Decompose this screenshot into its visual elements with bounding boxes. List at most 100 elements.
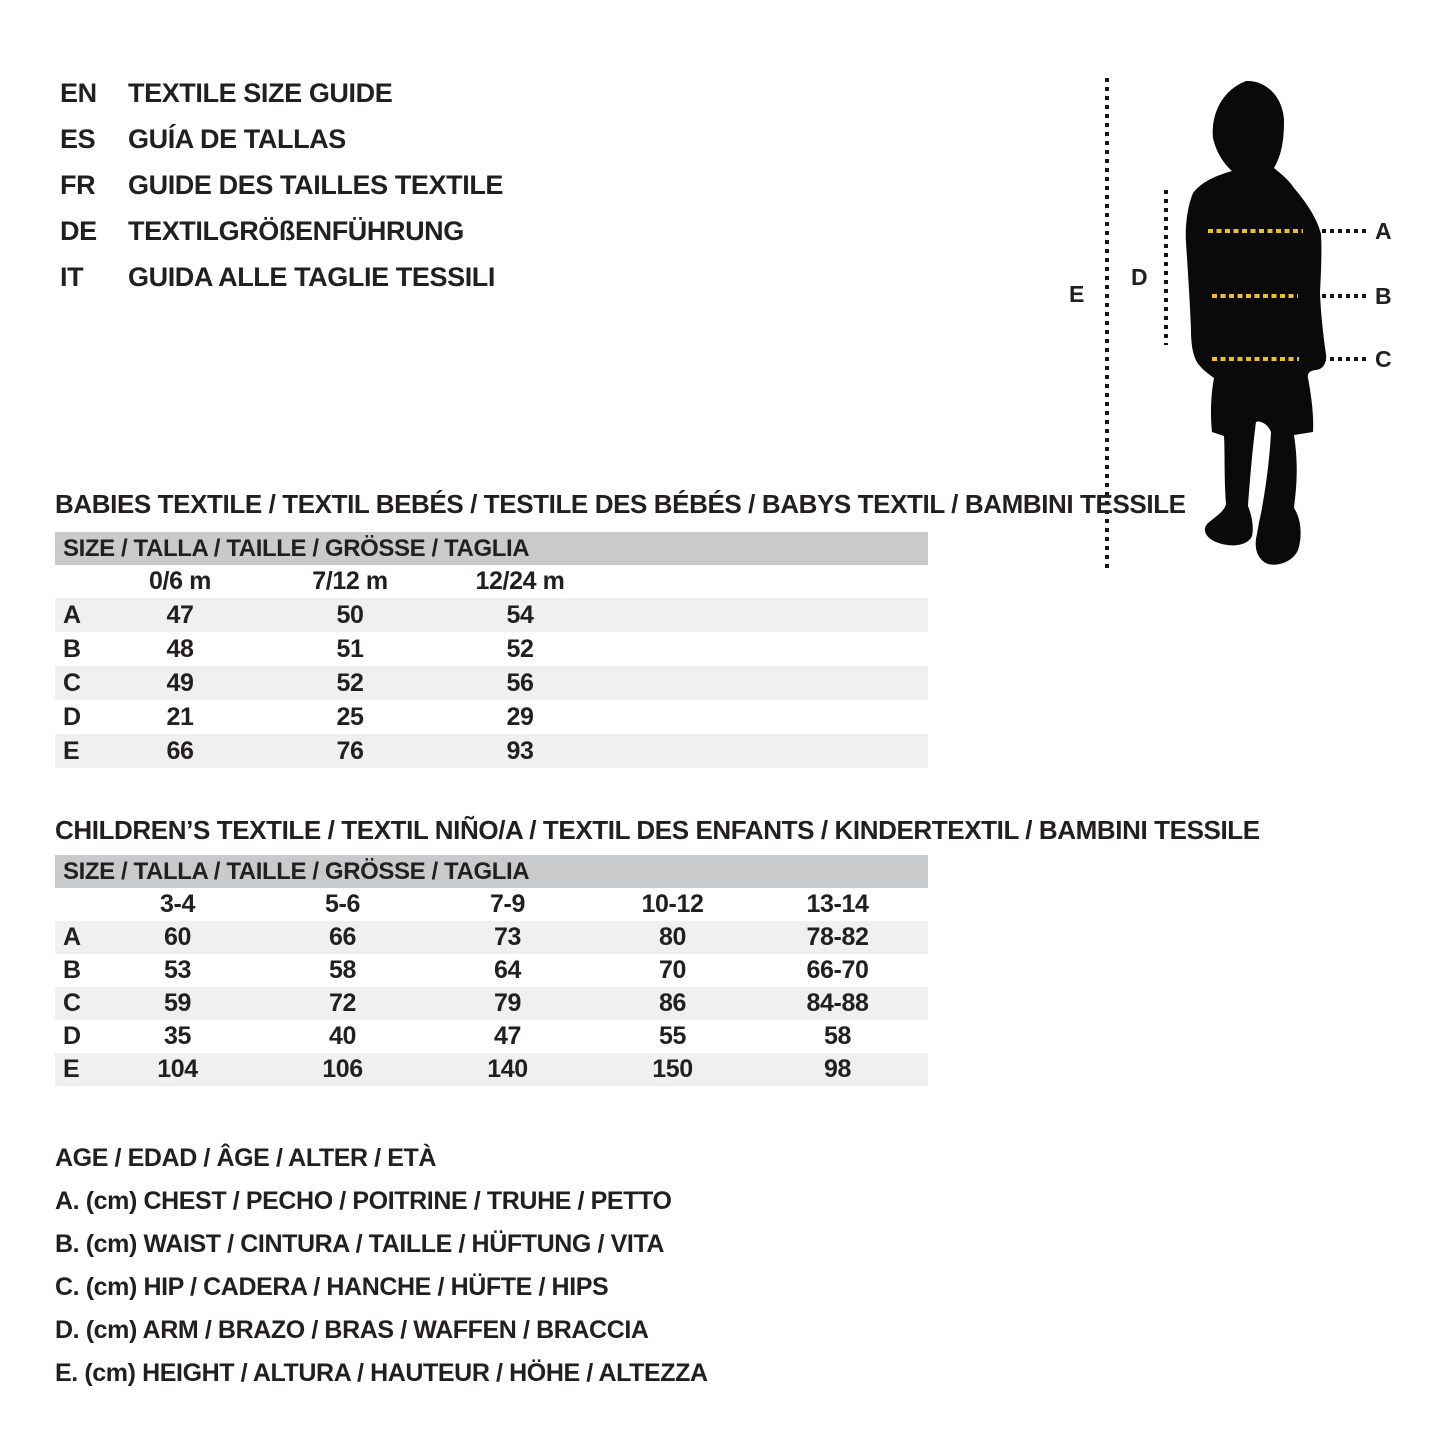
table-cell: 84-88 <box>806 989 869 1017</box>
chest-label: A <box>1375 218 1392 244</box>
table-cell: 40 <box>328 1022 356 1050</box>
column-header: 0/6 m <box>149 567 211 595</box>
table-cell: 60 <box>163 923 191 951</box>
table-cell: 104 <box>157 1055 198 1083</box>
language-row: DE TEXTILGRÖßENFÜHRUNG <box>60 208 503 254</box>
legend-line-age: AGE / EDAD / ÂGE / ALTER / ETÀ <box>55 1144 437 1172</box>
column-header: 12/24 m <box>475 567 565 595</box>
table-cell: 70 <box>658 956 686 984</box>
language-title-block: EN TEXTILE SIZE GUIDE ES GUÍA DE TALLAS … <box>60 70 503 300</box>
legend-line-arm: D. (cm) ARM / BRAZO / BRAS / WAFFEN / BR… <box>55 1316 649 1344</box>
table-row: A 60 66 73 80 78-82 <box>55 921 928 954</box>
table-cell: 140 <box>487 1055 528 1083</box>
language-title: TEXTILE SIZE GUIDE <box>128 78 393 108</box>
row-label: C <box>63 989 81 1017</box>
language-row: FR GUIDE DES TAILLES TEXTILE <box>60 162 503 208</box>
table-cell: 150 <box>652 1055 693 1083</box>
table-cell: 55 <box>658 1022 686 1050</box>
table-cell: 98 <box>823 1055 851 1083</box>
table-cell: 29 <box>506 703 534 731</box>
language-title: GUIDE DES TAILLES TEXTILE <box>128 170 504 200</box>
table-cell: 66 <box>166 737 194 765</box>
column-header: 5-6 <box>325 890 360 918</box>
row-label: A <box>63 923 81 951</box>
chest-pointer-line <box>1290 229 1368 233</box>
table-cell: 66 <box>328 923 356 951</box>
row-label: C <box>63 669 81 697</box>
table-cell: 52 <box>336 669 364 697</box>
table-cell: 56 <box>506 669 534 697</box>
waist-dash-line <box>1212 294 1298 298</box>
language-code: IT <box>60 262 84 292</box>
table-cell: 80 <box>658 923 686 951</box>
column-header: 7/12 m <box>312 567 388 595</box>
table-cell: 51 <box>336 635 364 663</box>
table-row: B 48 51 52 <box>55 632 928 666</box>
table-cell: 79 <box>493 989 521 1017</box>
table-cell: 35 <box>163 1022 191 1050</box>
row-label: D <box>63 703 81 731</box>
language-code: DE <box>60 216 97 246</box>
table-cell: 78-82 <box>806 923 869 951</box>
table-row: B 53 58 64 70 66-70 <box>55 954 928 987</box>
legend-line-waist: B. (cm) WAIST / CINTURA / TAILLE / HÜFTU… <box>55 1230 665 1258</box>
children-size-header-bar: SIZE / TALLA / TAILLE / GRÖSSE / TAGLIA <box>55 855 928 888</box>
row-label: D <box>63 1022 81 1050</box>
table-row: D 35 40 47 55 58 <box>55 1020 928 1053</box>
arm-label: D <box>1131 264 1148 290</box>
language-code: EN <box>60 78 97 108</box>
table-row: C 49 52 56 <box>55 666 928 700</box>
height-label: E <box>1069 281 1084 307</box>
table-cell: 21 <box>166 703 194 731</box>
table-cell: 54 <box>506 601 534 629</box>
table-cell: 48 <box>166 635 194 663</box>
corner-cell <box>55 888 95 921</box>
table-cell: 47 <box>493 1022 521 1050</box>
measurement-legend: AGE / EDAD / ÂGE / ALTER / ETÀ A. (cm) C… <box>55 1137 708 1395</box>
column-header: 7-9 <box>490 890 525 918</box>
table-cell: 64 <box>493 956 521 984</box>
table-cell: 73 <box>493 923 521 951</box>
table-cell: 93 <box>506 737 534 765</box>
babies-section-title: BABIES TEXTILE / TEXTIL BEBÉS / TESTILE … <box>55 489 1186 519</box>
chest-dash-line <box>1208 229 1303 233</box>
waist-label: B <box>1375 283 1392 309</box>
language-title: GUÍA DE TALLAS <box>128 124 346 154</box>
table-cell: 66-70 <box>806 956 869 984</box>
table-cell: 49 <box>166 669 194 697</box>
table-cell: 58 <box>328 956 356 984</box>
hip-label: C <box>1375 346 1392 372</box>
table-cell: 106 <box>322 1055 363 1083</box>
table-cell: 58 <box>823 1022 851 1050</box>
babies-column-header-row: 0/6 m 7/12 m 12/24 m <box>55 565 928 598</box>
row-label: B <box>63 635 81 663</box>
hip-pointer-line <box>1290 357 1368 361</box>
language-title: TEXTILGRÖßENFÜHRUNG <box>128 216 464 246</box>
column-header: 13-14 <box>806 890 869 918</box>
row-label: A <box>63 601 81 629</box>
table-cell: 25 <box>336 703 364 731</box>
table-cell: 72 <box>328 989 356 1017</box>
legend-line-height: E. (cm) HEIGHT / ALTURA / HAUTEUR / HÖHE… <box>55 1359 708 1387</box>
language-row: ES GUÍA DE TALLAS <box>60 116 503 162</box>
table-cell: 47 <box>166 601 194 629</box>
hip-dash-line <box>1212 357 1299 361</box>
language-code: ES <box>60 124 96 154</box>
table-row: A 47 50 54 <box>55 598 928 632</box>
arm-measure-line <box>1164 190 1168 345</box>
language-code: FR <box>60 170 96 200</box>
babies-size-header-bar: SIZE / TALLA / TAILLE / GRÖSSE / TAGLIA <box>55 532 928 565</box>
language-row: EN TEXTILE SIZE GUIDE <box>60 70 503 116</box>
children-section-title: CHILDREN’S TEXTILE / TEXTIL NIÑO/A / TEX… <box>55 815 1260 845</box>
table-cell: 76 <box>336 737 364 765</box>
legend-line-hip: C. (cm) HIP / CADERA / HANCHE / HÜFTE / … <box>55 1273 609 1301</box>
table-cell: 59 <box>163 989 191 1017</box>
legend-line-chest: A. (cm) CHEST / PECHO / POITRINE / TRUHE… <box>55 1187 672 1215</box>
corner-cell <box>55 565 95 598</box>
table-row: E 66 76 93 <box>55 734 928 768</box>
column-header: 10-12 <box>641 890 704 918</box>
table-row: E 104 106 140 150 98 <box>55 1053 928 1086</box>
height-measure-line <box>1105 78 1109 570</box>
children-table: 3-4 5-6 7-9 10-12 13-14 A 60 66 73 80 78… <box>55 888 928 1086</box>
